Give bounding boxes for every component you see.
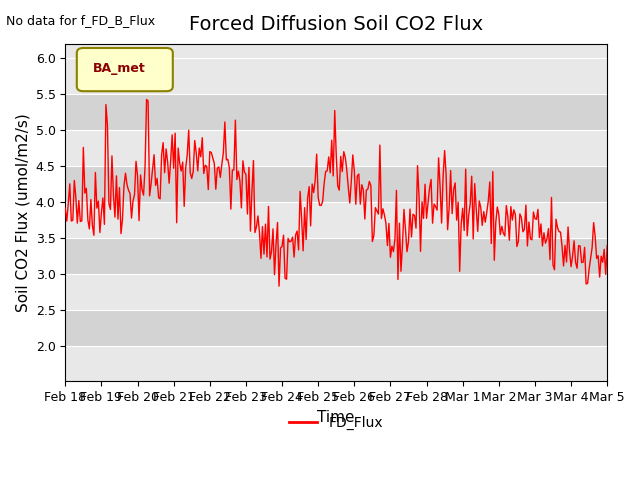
Title: Forced Diffusion Soil CO2 Flux: Forced Diffusion Soil CO2 Flux bbox=[189, 15, 483, 34]
Bar bbox=[65, 238, 607, 274]
Bar bbox=[65, 94, 607, 130]
Text: BA_met: BA_met bbox=[93, 62, 145, 75]
X-axis label: Time: Time bbox=[317, 410, 355, 425]
Legend: FD_Flux: FD_Flux bbox=[284, 410, 388, 435]
Y-axis label: Soil CO2 Flux (umol/m2/s): Soil CO2 Flux (umol/m2/s) bbox=[15, 113, 30, 312]
Bar bbox=[65, 166, 607, 202]
Bar bbox=[65, 310, 607, 346]
Text: No data for f_FD_B_Flux: No data for f_FD_B_Flux bbox=[6, 14, 156, 27]
